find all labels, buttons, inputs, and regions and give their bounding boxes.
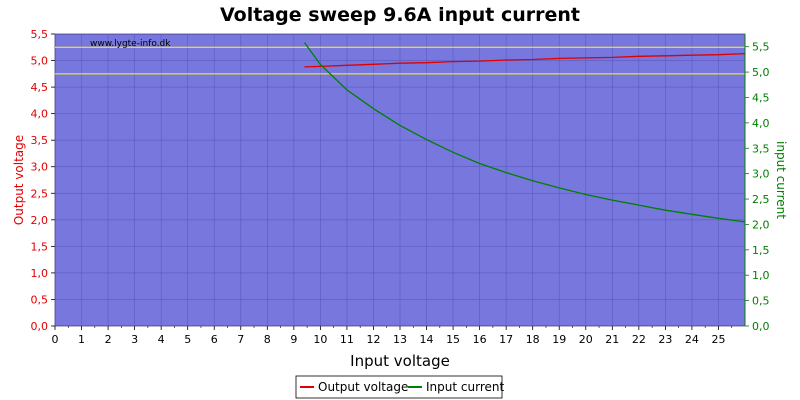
- x-tick-label: 22: [632, 333, 646, 346]
- x-tick-label: 5: [184, 333, 191, 346]
- x-tick-label: 3: [131, 333, 138, 346]
- right-y-tick-label: 5,5: [752, 41, 770, 54]
- right-y-tick-label: 0,5: [752, 295, 770, 308]
- left-y-axis: 0,0 0,5 1,0 1,5 2,0 2,5 3,0 3,5 4,0 4,5 5,0 5,5: [31, 28, 55, 333]
- x-tick-label: 10: [313, 333, 327, 346]
- x-tick-label: 15: [446, 333, 460, 346]
- grid-lines: [54, 33, 745, 327]
- reference-lines: [55, 46, 745, 75]
- x-tick-label: 12: [366, 333, 380, 346]
- series-line-input-current: [303, 42, 746, 223]
- right-y-tick-label: 2,5: [752, 193, 770, 206]
- x-tick-label: 7: [237, 333, 244, 346]
- right-y-tick-label: 1,0: [752, 269, 770, 282]
- right-y-tick-label: 4,5: [752, 91, 770, 104]
- right-y-axis: 0,0 0,5 1,0 1,5 2,0 2,5 3,0 3,5 4,0 4,5 5,0 5,5: [744, 34, 770, 333]
- right-y-tick-label: 3,5: [752, 142, 770, 155]
- x-tick-label: 13: [393, 333, 407, 346]
- x-tick-label: 20: [579, 333, 593, 346]
- left-y-tick-label: 0,5: [31, 293, 49, 306]
- x-tick-label: 21: [605, 333, 619, 346]
- x-tick-label: 17: [499, 333, 513, 346]
- x-tick-label: 18: [526, 333, 540, 346]
- left-y-tick-label: 5,5: [31, 28, 49, 41]
- x-tick-label: 0: [52, 333, 59, 346]
- series-line-output-voltage: [304, 52, 746, 68]
- x-tick-label: 11: [340, 333, 354, 346]
- legend: Output voltage Input current: [295, 375, 504, 399]
- left-y-tick-label: 3,5: [31, 134, 49, 147]
- right-y-axis-title: input current: [774, 141, 788, 219]
- left-y-tick-label: 5,0: [31, 55, 49, 68]
- chart-title: Voltage sweep 9.6A input current: [220, 4, 580, 26]
- x-tick-label: 6: [211, 333, 218, 346]
- right-y-tick-label: 1,5: [752, 244, 770, 257]
- left-y-tick-label: 0,0: [31, 320, 49, 333]
- right-y-tick-label: 2,0: [752, 218, 770, 231]
- x-tick-label: 23: [658, 333, 672, 346]
- x-tick-label: 19: [552, 333, 566, 346]
- left-y-tick-label: 4,5: [31, 81, 49, 94]
- left-y-tick-label: 2,0: [31, 214, 49, 227]
- left-y-axis-title: Output voltage: [12, 135, 26, 225]
- x-tick-label: 2: [105, 333, 112, 346]
- legend-box: [295, 375, 503, 399]
- right-y-tick-label: 0,0: [752, 320, 770, 333]
- right-y-tick-label: 3,0: [752, 168, 770, 181]
- right-y-tick-label: 5,0: [752, 66, 770, 79]
- series-lines: [303, 42, 746, 223]
- x-tick-label: 14: [420, 333, 434, 346]
- right-y-tick-label: 4,0: [752, 117, 770, 130]
- watermark: www.lygte-info.dk: [90, 39, 171, 49]
- legend-label-input-current: Input current: [426, 380, 504, 394]
- x-tick-label: 4: [158, 333, 165, 346]
- left-y-tick-label: 1,0: [31, 267, 49, 280]
- left-y-tick-label: 4,0: [31, 108, 49, 121]
- x-tick-label: 1: [78, 333, 85, 346]
- left-y-tick-label: 1,5: [31, 240, 49, 253]
- x-axis-title: Input voltage: [350, 352, 450, 370]
- x-tick-label: 8: [264, 333, 271, 346]
- x-tick-label: 24: [685, 333, 699, 346]
- left-y-tick-label: 2,5: [31, 187, 49, 200]
- left-y-tick-label: 3,0: [31, 161, 49, 174]
- x-tick-label: 25: [711, 333, 725, 346]
- x-axis: 0 1 2 3 4 5 6 7 8 9 10 11 12 13 14 15 16 17 18 19 20 21 22 23 24…: [52, 326, 733, 346]
- x-tick-label: 16: [473, 333, 487, 346]
- legend-label-output-voltage: Output voltage: [318, 380, 408, 394]
- x-tick-label: 9: [290, 333, 297, 346]
